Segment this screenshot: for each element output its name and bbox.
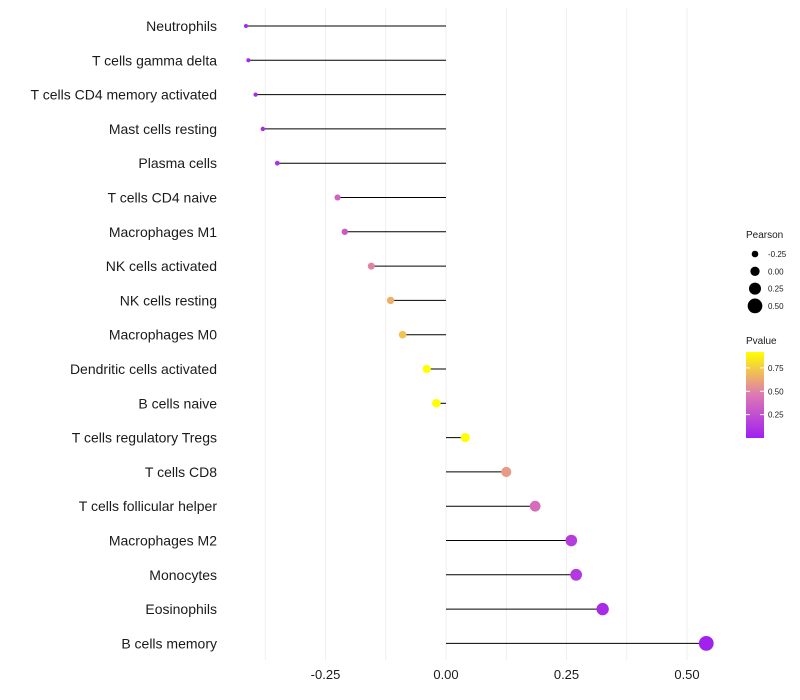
data-point — [367, 262, 375, 270]
data-point — [501, 466, 512, 477]
data-point — [243, 23, 248, 29]
data-point — [565, 534, 578, 547]
color-legend-label: 0.50 — [768, 387, 784, 396]
category-label: NK cells resting — [120, 292, 217, 308]
category-label: T cells CD4 memory activated — [31, 87, 217, 103]
data-point — [432, 399, 441, 408]
data-point — [341, 228, 348, 235]
category-label: Mast cells resting — [109, 121, 217, 137]
category-label: NK cells activated — [106, 258, 217, 274]
category-label: Monocytes — [149, 567, 217, 583]
data-point — [253, 92, 258, 97]
data-point — [386, 296, 395, 305]
data-point — [698, 636, 714, 651]
size-legend-dot — [750, 266, 760, 276]
size-legend-dot — [749, 282, 761, 295]
size-legend-title: Pearson — [746, 230, 783, 241]
data-point — [529, 500, 541, 512]
legend: Pearson -0.25 0.00 0.25 0.50 Pvalue 0.25 0.5… — [746, 230, 787, 438]
size-legend-dot — [747, 298, 763, 314]
category-label: Macrophages M1 — [109, 224, 217, 240]
x-tick-label: 0.00 — [433, 667, 458, 682]
color-legend-bar — [746, 352, 764, 438]
category-label: Neutrophils — [146, 18, 217, 34]
category-label: Macrophages M2 — [109, 533, 217, 549]
category-label: Plasma cells — [138, 155, 217, 171]
stems — [245, 25, 707, 644]
size-legend-label: 0.00 — [768, 267, 784, 276]
color-legend-ticks: 0.25 0.50 0.75 — [746, 364, 784, 420]
size-legend-items: -0.25 0.00 0.25 0.50 — [747, 250, 787, 314]
data-point — [422, 364, 431, 374]
grid-lines — [264, 8, 688, 660]
category-label: T cells regulatory Tregs — [72, 430, 217, 446]
category-label: Eosinophils — [145, 601, 217, 617]
color-legend-label: 0.75 — [768, 364, 784, 373]
x-tick-label: 0.50 — [674, 667, 699, 682]
category-label: B cells naive — [138, 395, 217, 411]
category-label: T cells CD8 — [145, 464, 217, 480]
size-legend-label: 0.25 — [768, 285, 784, 294]
category-label: Macrophages M0 — [109, 327, 217, 343]
points — [243, 23, 714, 651]
data-point — [260, 126, 266, 132]
data-point — [274, 160, 280, 166]
category-label: T cells CD4 naive — [108, 190, 218, 206]
size-legend-label: -0.25 — [768, 250, 787, 259]
color-legend-label: 0.25 — [768, 411, 784, 420]
x-tick-label: 0.25 — [554, 667, 579, 682]
data-point — [596, 602, 609, 616]
category-labels: Neutrophils T cells gamma delta T cells CD… — [31, 18, 218, 651]
color-legend-title: Pvalue — [746, 336, 777, 347]
size-legend-dot — [751, 250, 759, 258]
data-point — [570, 568, 583, 581]
data-point — [398, 330, 407, 339]
data-point — [334, 194, 341, 201]
size-legend-label: 0.50 — [768, 302, 784, 311]
data-point — [460, 433, 470, 443]
category-label: T cells gamma delta — [92, 52, 217, 68]
category-label: T cells follicular helper — [79, 498, 218, 514]
x-axis-ticks: -0.25 0.00 0.25 0.50 — [311, 667, 700, 682]
category-label: B cells memory — [121, 635, 217, 651]
x-tick-label: -0.25 — [311, 667, 341, 682]
category-label: Dendritic cells activated — [70, 361, 217, 377]
data-point — [246, 58, 251, 63]
